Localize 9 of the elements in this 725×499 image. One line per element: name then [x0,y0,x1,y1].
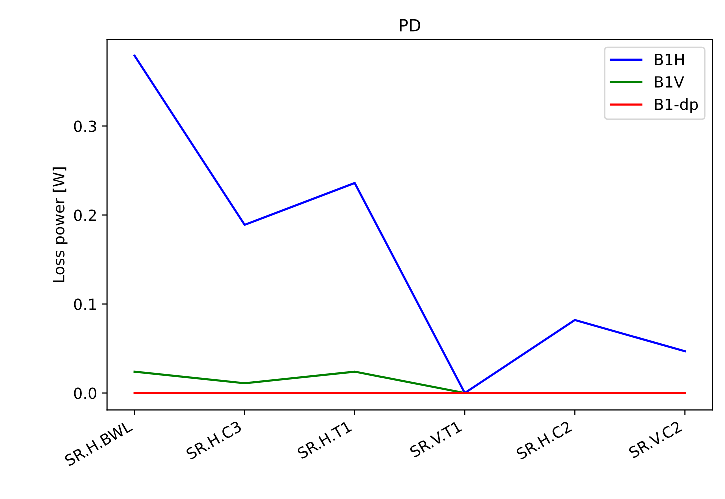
chart-title: PD [400,19,420,32]
y-axis-title: Loss power [W] [52,168,68,282]
legend-label: B1H [655,54,684,66]
y-tick-label: 0.2 [74,210,96,222]
legend-label: B1V [655,76,684,88]
y-tick-label: 0.3 [74,120,96,132]
y-tick-label: 0.1 [74,298,96,310]
legend-label: B1-dp [655,98,698,114]
y-tick-label: 0.0 [74,388,97,400]
